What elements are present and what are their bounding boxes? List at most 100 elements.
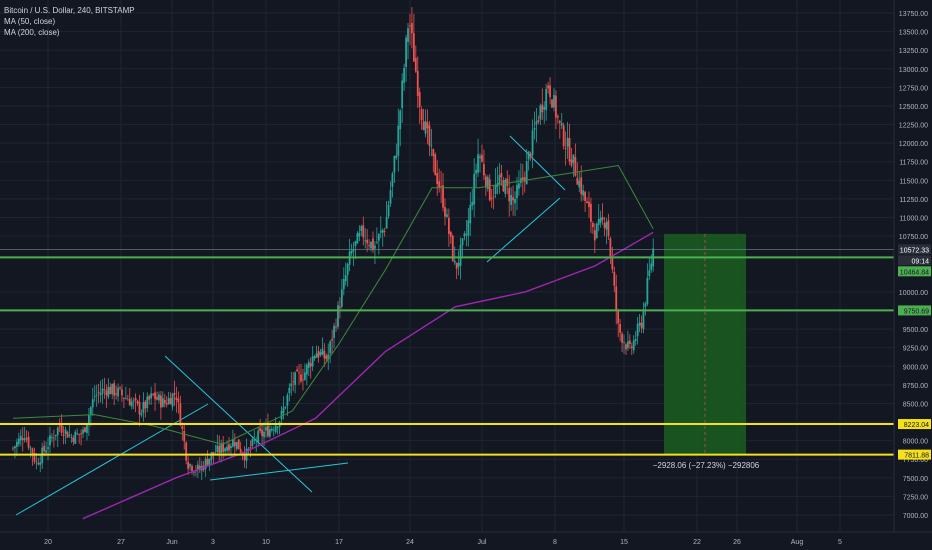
candle-body <box>531 130 534 155</box>
price-tick-label: 12500.00 <box>899 104 928 111</box>
price-tick-label: 11250.00 <box>899 197 928 204</box>
candle-body <box>21 438 24 440</box>
price-tick-label: 10750.00 <box>899 234 928 241</box>
trendline[interactable] <box>209 462 349 481</box>
candle-body <box>562 125 565 147</box>
candle-body <box>311 356 314 367</box>
price-tick-label: 9500.00 <box>903 327 928 334</box>
candle-body <box>360 226 363 231</box>
time-tick-label: 27 <box>117 539 125 546</box>
candle-body <box>259 427 262 431</box>
candle-body <box>302 379 304 381</box>
candle-body <box>109 386 112 395</box>
candle-body <box>235 441 238 449</box>
candle-body <box>60 424 63 433</box>
time-axis[interactable]: 20 27 Jun 3 10 17 24 Jul 8 15 22 26 Aug 5 <box>44 539 842 546</box>
candle-body <box>640 322 643 328</box>
price-axis[interactable]: 13750.00 13500.00 13250.00 13000.00 12750.00… <box>899 11 928 520</box>
candle-body <box>231 439 234 447</box>
candle-body <box>270 428 273 431</box>
candle-body <box>128 398 131 406</box>
candle-body <box>512 197 514 201</box>
candle-body <box>494 184 497 194</box>
candle-body <box>335 326 337 328</box>
candle-body <box>253 439 256 441</box>
candle-body <box>527 151 530 160</box>
candle-body <box>574 156 577 176</box>
candle-body <box>438 181 441 189</box>
candle-body <box>86 424 88 434</box>
candle-body <box>331 338 334 341</box>
trendline[interactable] <box>486 197 561 263</box>
candle-body <box>175 397 178 400</box>
candle-body <box>191 465 193 472</box>
candle-body <box>475 169 478 174</box>
candle-body <box>632 340 635 351</box>
candle-body <box>89 407 92 416</box>
candle-body <box>82 429 84 434</box>
ma50-legend[interactable]: MA (50, close) <box>4 17 56 26</box>
candle-body <box>537 120 540 123</box>
candle-body <box>352 249 355 252</box>
trendline[interactable] <box>15 403 209 516</box>
candle-body <box>628 340 631 345</box>
candle-body <box>15 441 18 447</box>
ma200-legend[interactable]: MA (200, close) <box>4 28 60 37</box>
price-tick-label: 13250.00 <box>899 48 928 55</box>
countdown-label-bg <box>898 255 931 266</box>
candle-body <box>560 123 563 126</box>
candle-body <box>68 434 71 436</box>
candle-body <box>154 392 156 400</box>
candle-body <box>420 109 423 121</box>
candle-body <box>87 414 90 426</box>
candle-body <box>636 324 639 337</box>
candle-body <box>292 381 295 383</box>
candle-body <box>576 177 579 185</box>
time-tick-label: 17 <box>335 539 343 546</box>
candle-body <box>210 452 213 460</box>
candle-body <box>25 438 28 440</box>
candle-body <box>113 383 116 396</box>
candle-body <box>411 23 413 34</box>
candle-body <box>368 245 370 246</box>
candle-body <box>500 173 503 178</box>
candle-body <box>95 394 98 396</box>
candle-body <box>233 442 236 447</box>
candle-body <box>535 121 538 125</box>
candle-body <box>432 149 435 157</box>
candle-body <box>255 440 258 442</box>
price-tick-label: 12750.00 <box>899 85 928 92</box>
candle-body <box>284 406 287 408</box>
candle-body <box>465 233 468 235</box>
candle-body <box>455 262 458 269</box>
candle-body <box>484 176 487 188</box>
candle-body <box>514 199 516 204</box>
level-4-label: 7811.88 <box>904 453 929 460</box>
candle-body <box>642 309 645 330</box>
trendline[interactable] <box>509 135 566 191</box>
candle-body <box>152 394 155 395</box>
candle-body <box>218 445 221 453</box>
candle-body <box>23 438 26 441</box>
candle-body <box>506 178 509 186</box>
candle-body <box>609 238 612 257</box>
candle-body <box>187 461 190 469</box>
candle-body <box>459 244 462 266</box>
candle-body <box>158 394 160 401</box>
candle-body <box>167 398 170 404</box>
candle-body <box>364 240 367 241</box>
time-tick-label: 20 <box>44 539 52 546</box>
candle-body <box>165 403 168 405</box>
candle-body <box>35 461 38 463</box>
last-price-label-bg <box>898 244 931 255</box>
candle-body <box>473 174 476 205</box>
candle-body <box>274 425 277 432</box>
time-tick-label: 22 <box>693 539 701 546</box>
candle-body <box>453 260 456 263</box>
candle-body <box>601 217 604 220</box>
candle-body <box>545 88 548 110</box>
candle-body <box>412 33 415 62</box>
price-tick-label: 12000.00 <box>899 141 928 148</box>
symbol-title[interactable]: Bitcoin / U.S. Dollar, 240, BITSTAMP <box>4 6 135 15</box>
